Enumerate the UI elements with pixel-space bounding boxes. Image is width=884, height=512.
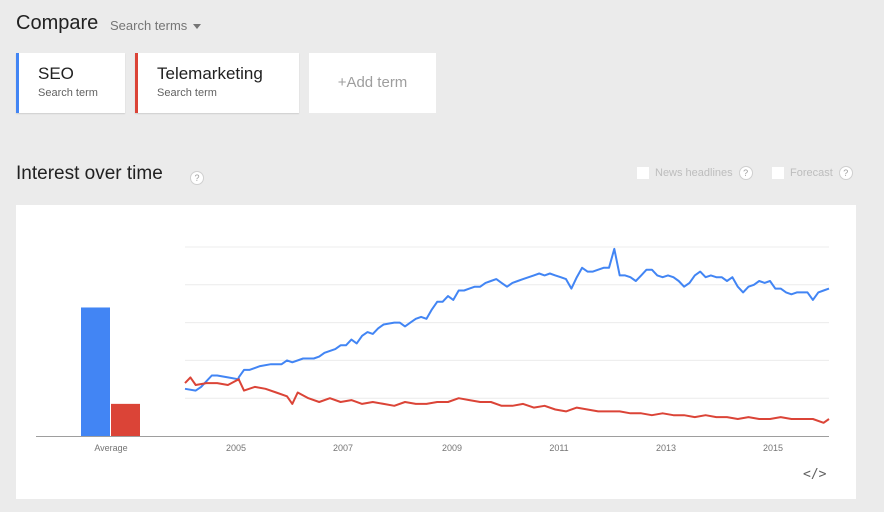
trend-line (184, 376, 830, 424)
forecast-option[interactable]: Forecast ? (772, 166, 853, 180)
help-icon[interactable]: ? (838, 166, 853, 180)
forecast-label: Forecast (790, 167, 833, 179)
average-bar (111, 403, 140, 436)
x-tick-label: 2013 (655, 443, 677, 453)
x-tick-label: 2005 (225, 443, 247, 453)
news-headlines-option[interactable]: News headlines ? (637, 166, 753, 180)
compare-mode-label: Search terms (110, 18, 188, 33)
news-headlines-label: News headlines (655, 167, 733, 179)
x-tick-label: 2011 (549, 443, 569, 453)
section-title: Interest over time (16, 163, 163, 184)
news-headlines-checkbox[interactable] (637, 167, 649, 179)
trend-line (184, 247, 830, 392)
compare-mode-dropdown[interactable]: Search terms (110, 18, 202, 33)
add-term-button[interactable]: +Add term (309, 53, 436, 113)
chevron-down-icon (193, 24, 202, 30)
embed-code-icon[interactable]: </> (803, 467, 827, 482)
x-tick-label: 2009 (441, 443, 463, 453)
average-axis-label: Average (94, 443, 128, 453)
term-name: Telemarketing (157, 64, 263, 83)
page-title: Compare (16, 12, 99, 34)
help-icon[interactable]: ? (190, 171, 204, 185)
forecast-checkbox[interactable] (772, 167, 784, 179)
term-card-seo[interactable]: SEO Search term (16, 53, 125, 113)
term-subtitle: Search term (157, 87, 217, 99)
term-name: SEO (38, 64, 74, 83)
chart-card (16, 205, 856, 499)
term-subtitle: Search term (38, 87, 98, 99)
help-icon[interactable]: ? (738, 166, 753, 180)
x-tick-label: 2015 (762, 443, 784, 453)
average-bar (81, 307, 110, 436)
term-card-telemarketing[interactable]: Telemarketing Search term (135, 53, 299, 113)
x-tick-label: 2007 (332, 443, 354, 453)
